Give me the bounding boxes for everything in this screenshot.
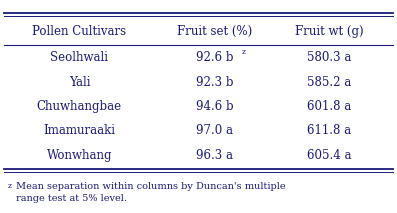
Text: 605.4 a: 605.4 a [307, 149, 352, 162]
Text: 96.3 a: 96.3 a [196, 149, 233, 162]
Text: 580.3 a: 580.3 a [307, 51, 352, 64]
Text: Pollen Cultivars: Pollen Cultivars [32, 25, 127, 39]
Text: Fruit wt (g): Fruit wt (g) [295, 25, 364, 39]
Text: 611.8 a: 611.8 a [307, 124, 352, 138]
Text: Wonwhang: Wonwhang [47, 149, 112, 162]
Text: z: z [8, 182, 12, 190]
Text: Chuwhangbae: Chuwhangbae [37, 100, 122, 113]
Text: 585.2 a: 585.2 a [307, 75, 352, 89]
Text: 92.6 b: 92.6 b [196, 51, 233, 64]
Text: Mean separation within columns by Duncan's multiple
range test at 5% level.: Mean separation within columns by Duncan… [16, 182, 285, 203]
Text: Imamuraaki: Imamuraaki [43, 124, 116, 138]
Text: 92.3 b: 92.3 b [196, 75, 233, 89]
Text: Fruit set (%): Fruit set (%) [177, 25, 252, 39]
Text: Yali: Yali [69, 75, 90, 89]
Text: Seolhwali: Seolhwali [50, 51, 108, 64]
Text: 601.8 a: 601.8 a [307, 100, 352, 113]
Text: 94.6 b: 94.6 b [196, 100, 233, 113]
Text: z: z [242, 48, 246, 56]
Text: 97.0 a: 97.0 a [196, 124, 233, 138]
